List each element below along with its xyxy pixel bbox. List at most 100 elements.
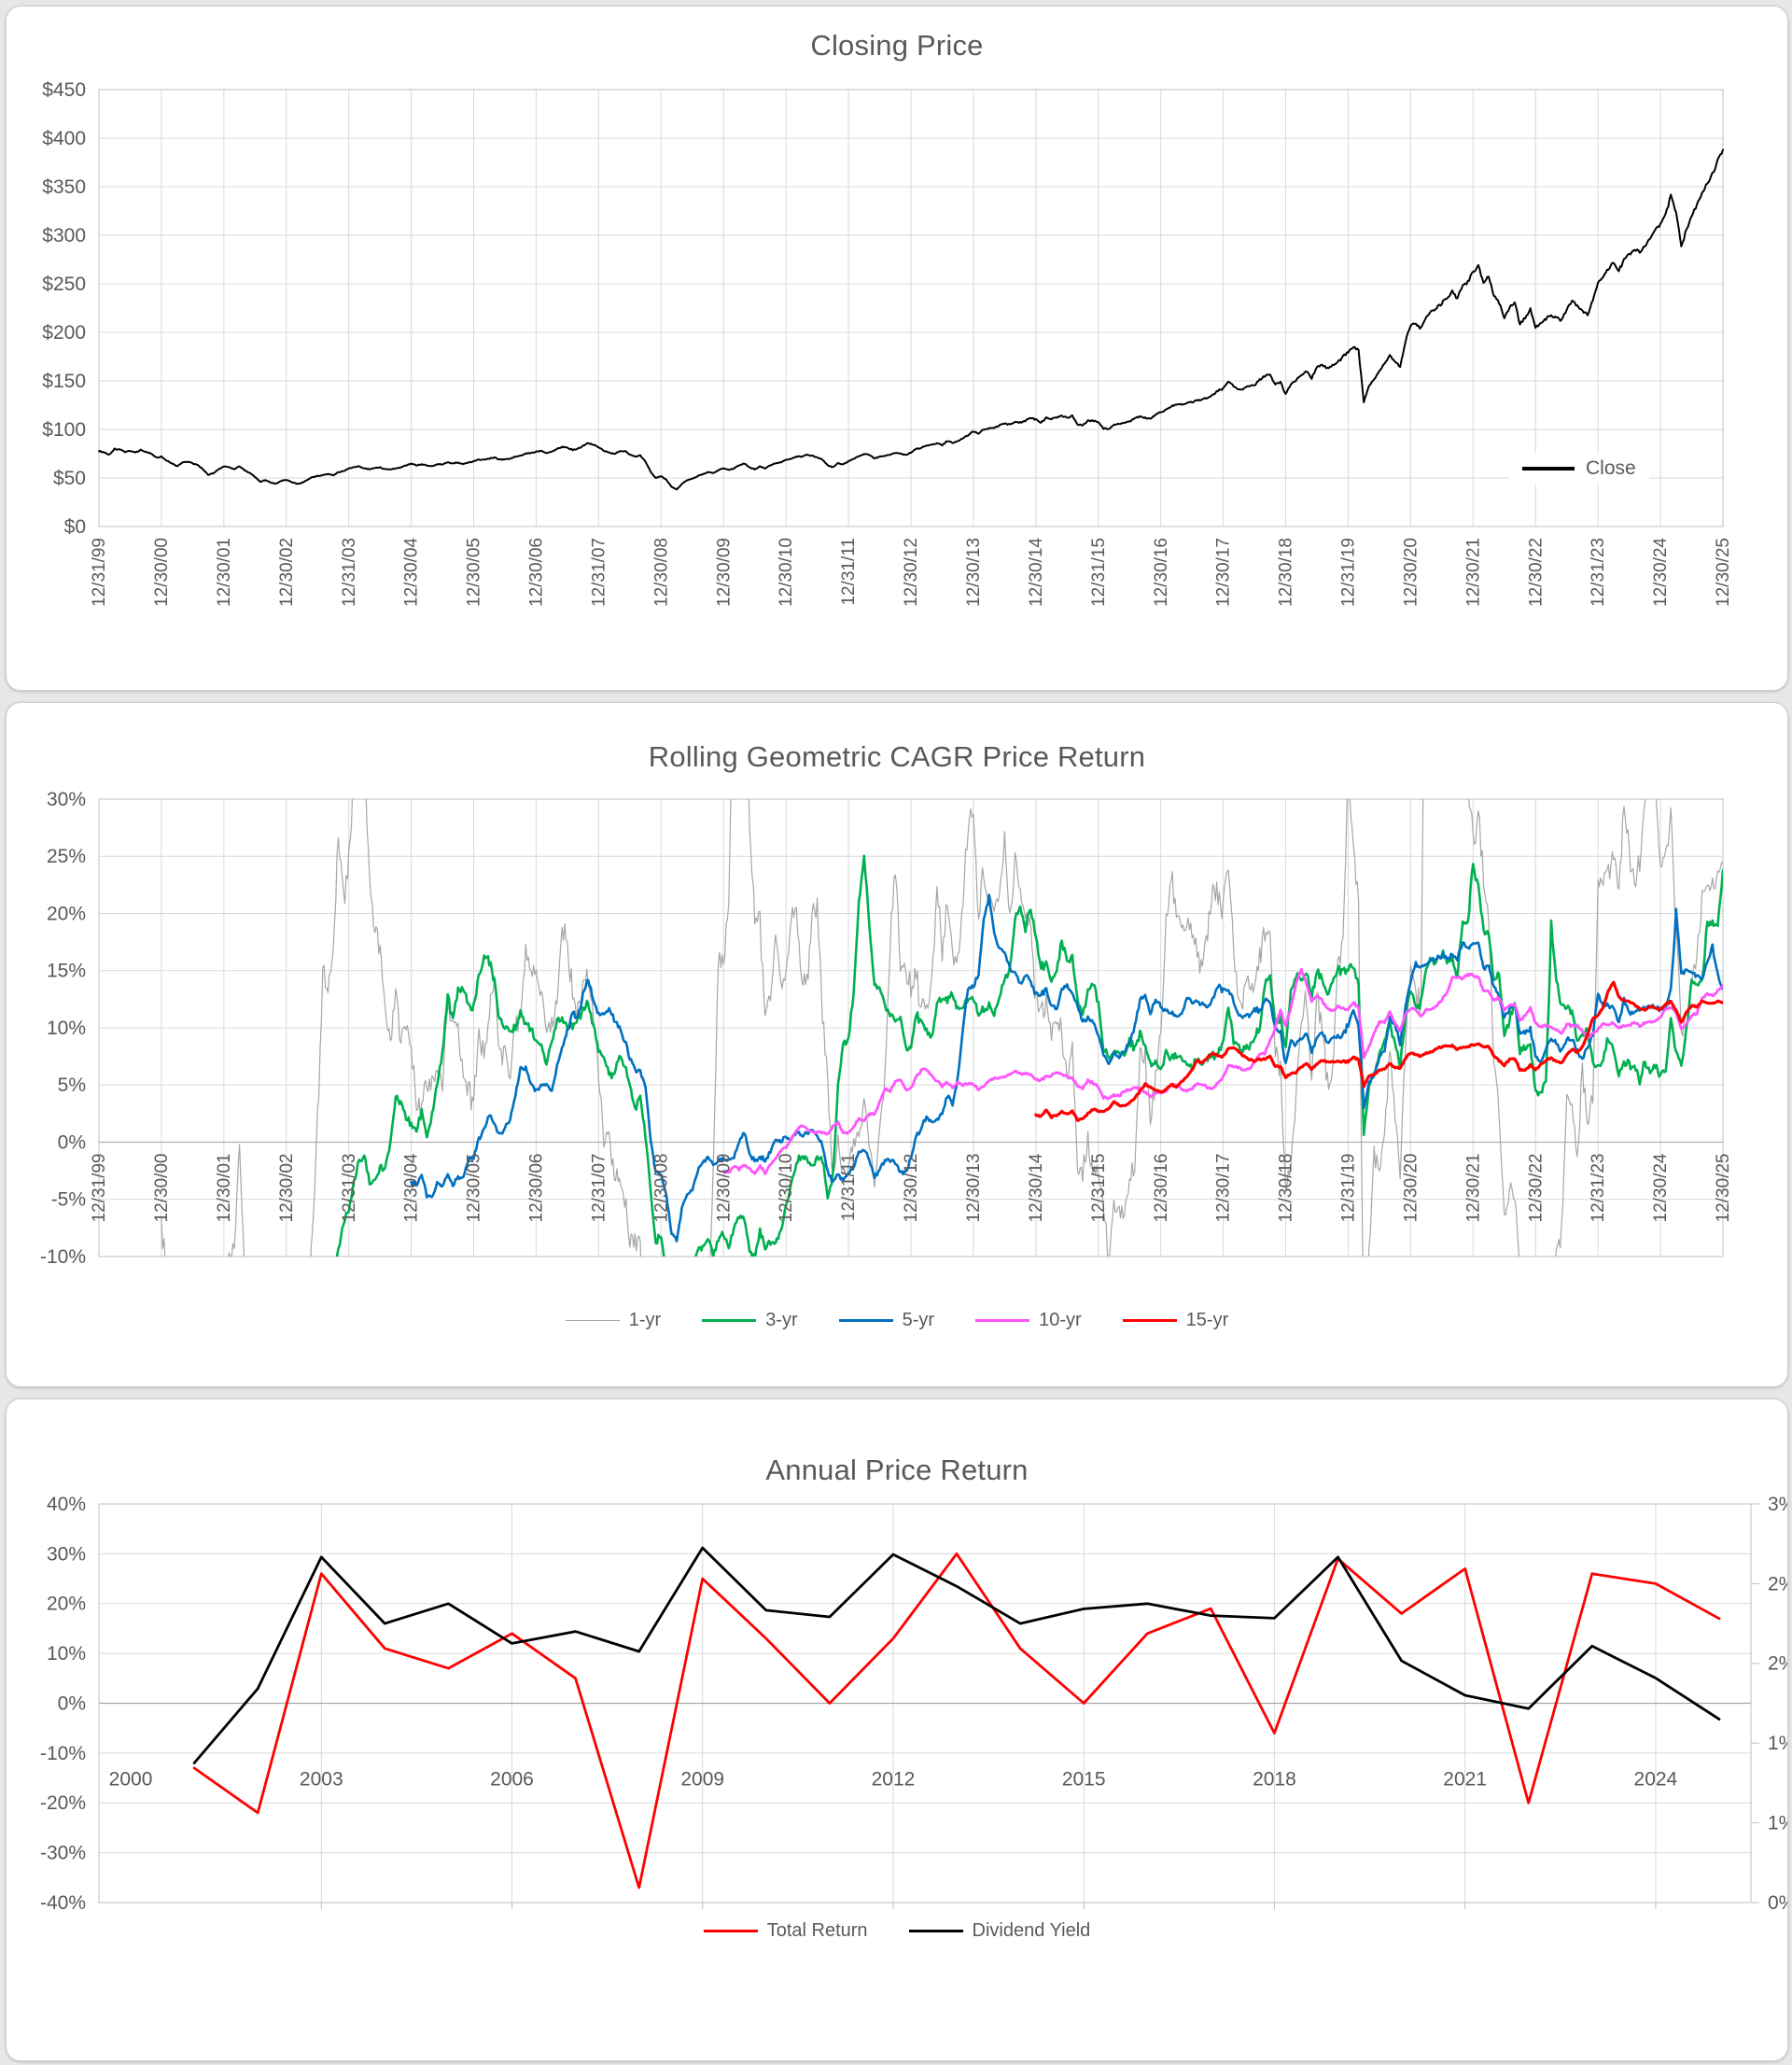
svg-text:2021: 2021 bbox=[1443, 1769, 1487, 1791]
annual-return-series bbox=[192, 1546, 1721, 1889]
plot-grid bbox=[98, 798, 1724, 1257]
svg-text:12/30/14: 12/30/14 bbox=[1027, 1153, 1046, 1222]
legend-item: 15-yr bbox=[1122, 1310, 1228, 1331]
svg-text:2012: 2012 bbox=[872, 1769, 916, 1791]
svg-text:20%: 20% bbox=[47, 1594, 86, 1615]
legend-item: 10-yr bbox=[975, 1310, 1082, 1331]
svg-text:2024: 2024 bbox=[1634, 1769, 1678, 1791]
annual-return-title: Annual Price Return bbox=[765, 1454, 1029, 1486]
svg-text:$400: $400 bbox=[42, 128, 86, 149]
svg-text:12/31/11: 12/31/11 bbox=[839, 538, 859, 606]
series-close-line bbox=[98, 148, 1724, 491]
rolling-cagr-legend: 1-yr 3-yr 5-yr 10-yr 15-yr bbox=[7, 1310, 1787, 1331]
svg-text:12/30/12: 12/30/12 bbox=[902, 538, 921, 607]
svg-text:12/31/11: 12/31/11 bbox=[839, 1154, 859, 1222]
svg-text:-30%: -30% bbox=[40, 1843, 86, 1864]
svg-text:12/30/17: 12/30/17 bbox=[1214, 538, 1234, 607]
svg-text:-10%: -10% bbox=[40, 1246, 86, 1268]
svg-text:12/30/00: 12/30/00 bbox=[152, 538, 172, 607]
svg-text:$150: $150 bbox=[42, 371, 86, 392]
svg-text:40%: 40% bbox=[47, 1494, 86, 1515]
series-1yr-line bbox=[161, 799, 1723, 1257]
annual-return-legend: Total Return Dividend Yield bbox=[7, 1920, 1787, 1942]
series-3yr-line bbox=[335, 854, 1723, 1257]
close-legend: Close bbox=[1509, 453, 1649, 485]
legend-3yr-swatch bbox=[702, 1318, 757, 1323]
svg-text:12/30/16: 12/30/16 bbox=[1152, 538, 1171, 607]
svg-text:12/30/20: 12/30/20 bbox=[1401, 1154, 1421, 1223]
svg-text:12/31/07: 12/31/07 bbox=[589, 1154, 609, 1223]
svg-text:12/30/24: 12/30/24 bbox=[1651, 1153, 1671, 1222]
svg-text:1%: 1% bbox=[1768, 1813, 1787, 1834]
svg-text:12/30/24: 12/30/24 bbox=[1651, 538, 1671, 607]
left-axis-labels: 40% 30% 20% 10% 0% -10% -20% -30% -40% bbox=[40, 1494, 86, 1914]
svg-text:12/30/18: 12/30/18 bbox=[1277, 538, 1296, 607]
svg-text:12/30/21: 12/30/21 bbox=[1463, 538, 1483, 607]
svg-text:12/30/02: 12/30/02 bbox=[277, 1154, 297, 1223]
svg-text:2%: 2% bbox=[1768, 1653, 1787, 1675]
svg-text:1%: 1% bbox=[1768, 1733, 1787, 1754]
svg-text:12/30/10: 12/30/10 bbox=[777, 538, 796, 607]
svg-text:2000: 2000 bbox=[109, 1769, 153, 1791]
close-line-swatch bbox=[1522, 467, 1575, 471]
svg-text:12/30/21: 12/30/21 bbox=[1463, 1154, 1483, 1223]
svg-text:25%: 25% bbox=[47, 846, 86, 867]
legend-item: Dividend Yield bbox=[908, 1920, 1091, 1942]
svg-text:12/30/06: 12/30/06 bbox=[527, 538, 547, 607]
svg-text:2006: 2006 bbox=[490, 1769, 534, 1791]
svg-text:12/30/22: 12/30/22 bbox=[1526, 538, 1546, 607]
close-legend-label: Close bbox=[1586, 457, 1636, 479]
legend-total-return-label: Total Return bbox=[766, 1920, 868, 1941]
svg-text:12/31/03: 12/31/03 bbox=[340, 1154, 359, 1223]
svg-text:$250: $250 bbox=[42, 274, 86, 295]
svg-text:12/31/15: 12/31/15 bbox=[1089, 1154, 1109, 1223]
series-15yr-line bbox=[1034, 980, 1723, 1122]
svg-text:12/30/18: 12/30/18 bbox=[1277, 1154, 1296, 1223]
svg-text:12/31/15: 12/31/15 bbox=[1089, 538, 1109, 607]
svg-text:12/30/04: 12/30/04 bbox=[402, 538, 422, 607]
svg-text:12/31/19: 12/31/19 bbox=[1339, 538, 1359, 607]
svg-text:12/30/08: 12/30/08 bbox=[651, 1154, 671, 1223]
svg-text:12/30/20: 12/30/20 bbox=[1401, 538, 1421, 607]
svg-text:12/31/07: 12/31/07 bbox=[589, 538, 609, 607]
svg-text:12/31/03: 12/31/03 bbox=[340, 538, 359, 607]
svg-text:2018: 2018 bbox=[1253, 1769, 1296, 1791]
svg-text:12/30/05: 12/30/05 bbox=[465, 538, 484, 607]
legend-item: 3-yr bbox=[702, 1310, 798, 1331]
svg-text:12/30/04: 12/30/04 bbox=[402, 1153, 422, 1222]
legend-item: Total Return bbox=[703, 1920, 868, 1942]
svg-text:0%: 0% bbox=[1768, 1892, 1787, 1914]
legend-dividend-yield-label: Dividend Yield bbox=[972, 1920, 1091, 1941]
annual-return-chart: 40% 30% 20% 10% 0% -10% -20% -30% -40% 3% 2% 2% 1% 1%… bbox=[40, 1494, 1787, 1914]
svg-text:12/30/16: 12/30/16 bbox=[1152, 1154, 1171, 1223]
svg-text:0%: 0% bbox=[58, 1693, 86, 1714]
svg-text:12/30/08: 12/30/08 bbox=[651, 538, 671, 607]
closing-price-chart: $450$400$350$300$250$200$150$100$50$012/… bbox=[42, 79, 1733, 607]
svg-text:12/30/01: 12/30/01 bbox=[215, 1154, 234, 1223]
legend-1yr-swatch bbox=[565, 1319, 620, 1322]
svg-text:12/30/10: 12/30/10 bbox=[777, 1154, 796, 1223]
svg-text:12/31/23: 12/31/23 bbox=[1589, 538, 1608, 607]
svg-text:12/30/25: 12/30/25 bbox=[1714, 538, 1733, 607]
svg-text:12/30/05: 12/30/05 bbox=[465, 1154, 484, 1223]
y-axis-labels: $450 $400 $350 $300 $250 $200 $150 $100 $50 $0 bbox=[42, 79, 86, 538]
legend-item: 1-yr bbox=[565, 1310, 662, 1331]
svg-text:12/30/17: 12/30/17 bbox=[1214, 1154, 1234, 1223]
x-axis-labels: 2000 2003 2006 2009 2012 2015 2018 2021 2024 bbox=[109, 1769, 1678, 1791]
svg-text:12/30/25: 12/30/25 bbox=[1714, 1154, 1733, 1223]
annual-return-panel: Annual Price Return 40% 30% 20% 10% 0% -10% -2… bbox=[6, 1398, 1788, 2061]
svg-text:0%: 0% bbox=[58, 1131, 86, 1153]
series-total-return-line bbox=[192, 1552, 1721, 1889]
legend-1yr-label: 1-yr bbox=[628, 1310, 662, 1330]
legend-dividend-yield-swatch bbox=[908, 1929, 963, 1933]
svg-text:$50: $50 bbox=[53, 468, 86, 489]
svg-text:$450: $450 bbox=[42, 79, 86, 101]
svg-text:$0: $0 bbox=[64, 516, 86, 538]
svg-text:$300: $300 bbox=[42, 225, 86, 246]
svg-text:10%: 10% bbox=[47, 1643, 86, 1665]
closing-price-panel: Closing Price $450 $400 $350 $300 $250 $200 $1… bbox=[6, 6, 1788, 691]
y-axis-labels: 30% 25% 20% 15% 10% 5% 0% -5% -10% bbox=[40, 789, 86, 1268]
svg-text:3%: 3% bbox=[1768, 1494, 1787, 1515]
svg-text:12/30/02: 12/30/02 bbox=[277, 538, 297, 607]
svg-text:12/30/09: 12/30/09 bbox=[714, 538, 734, 607]
